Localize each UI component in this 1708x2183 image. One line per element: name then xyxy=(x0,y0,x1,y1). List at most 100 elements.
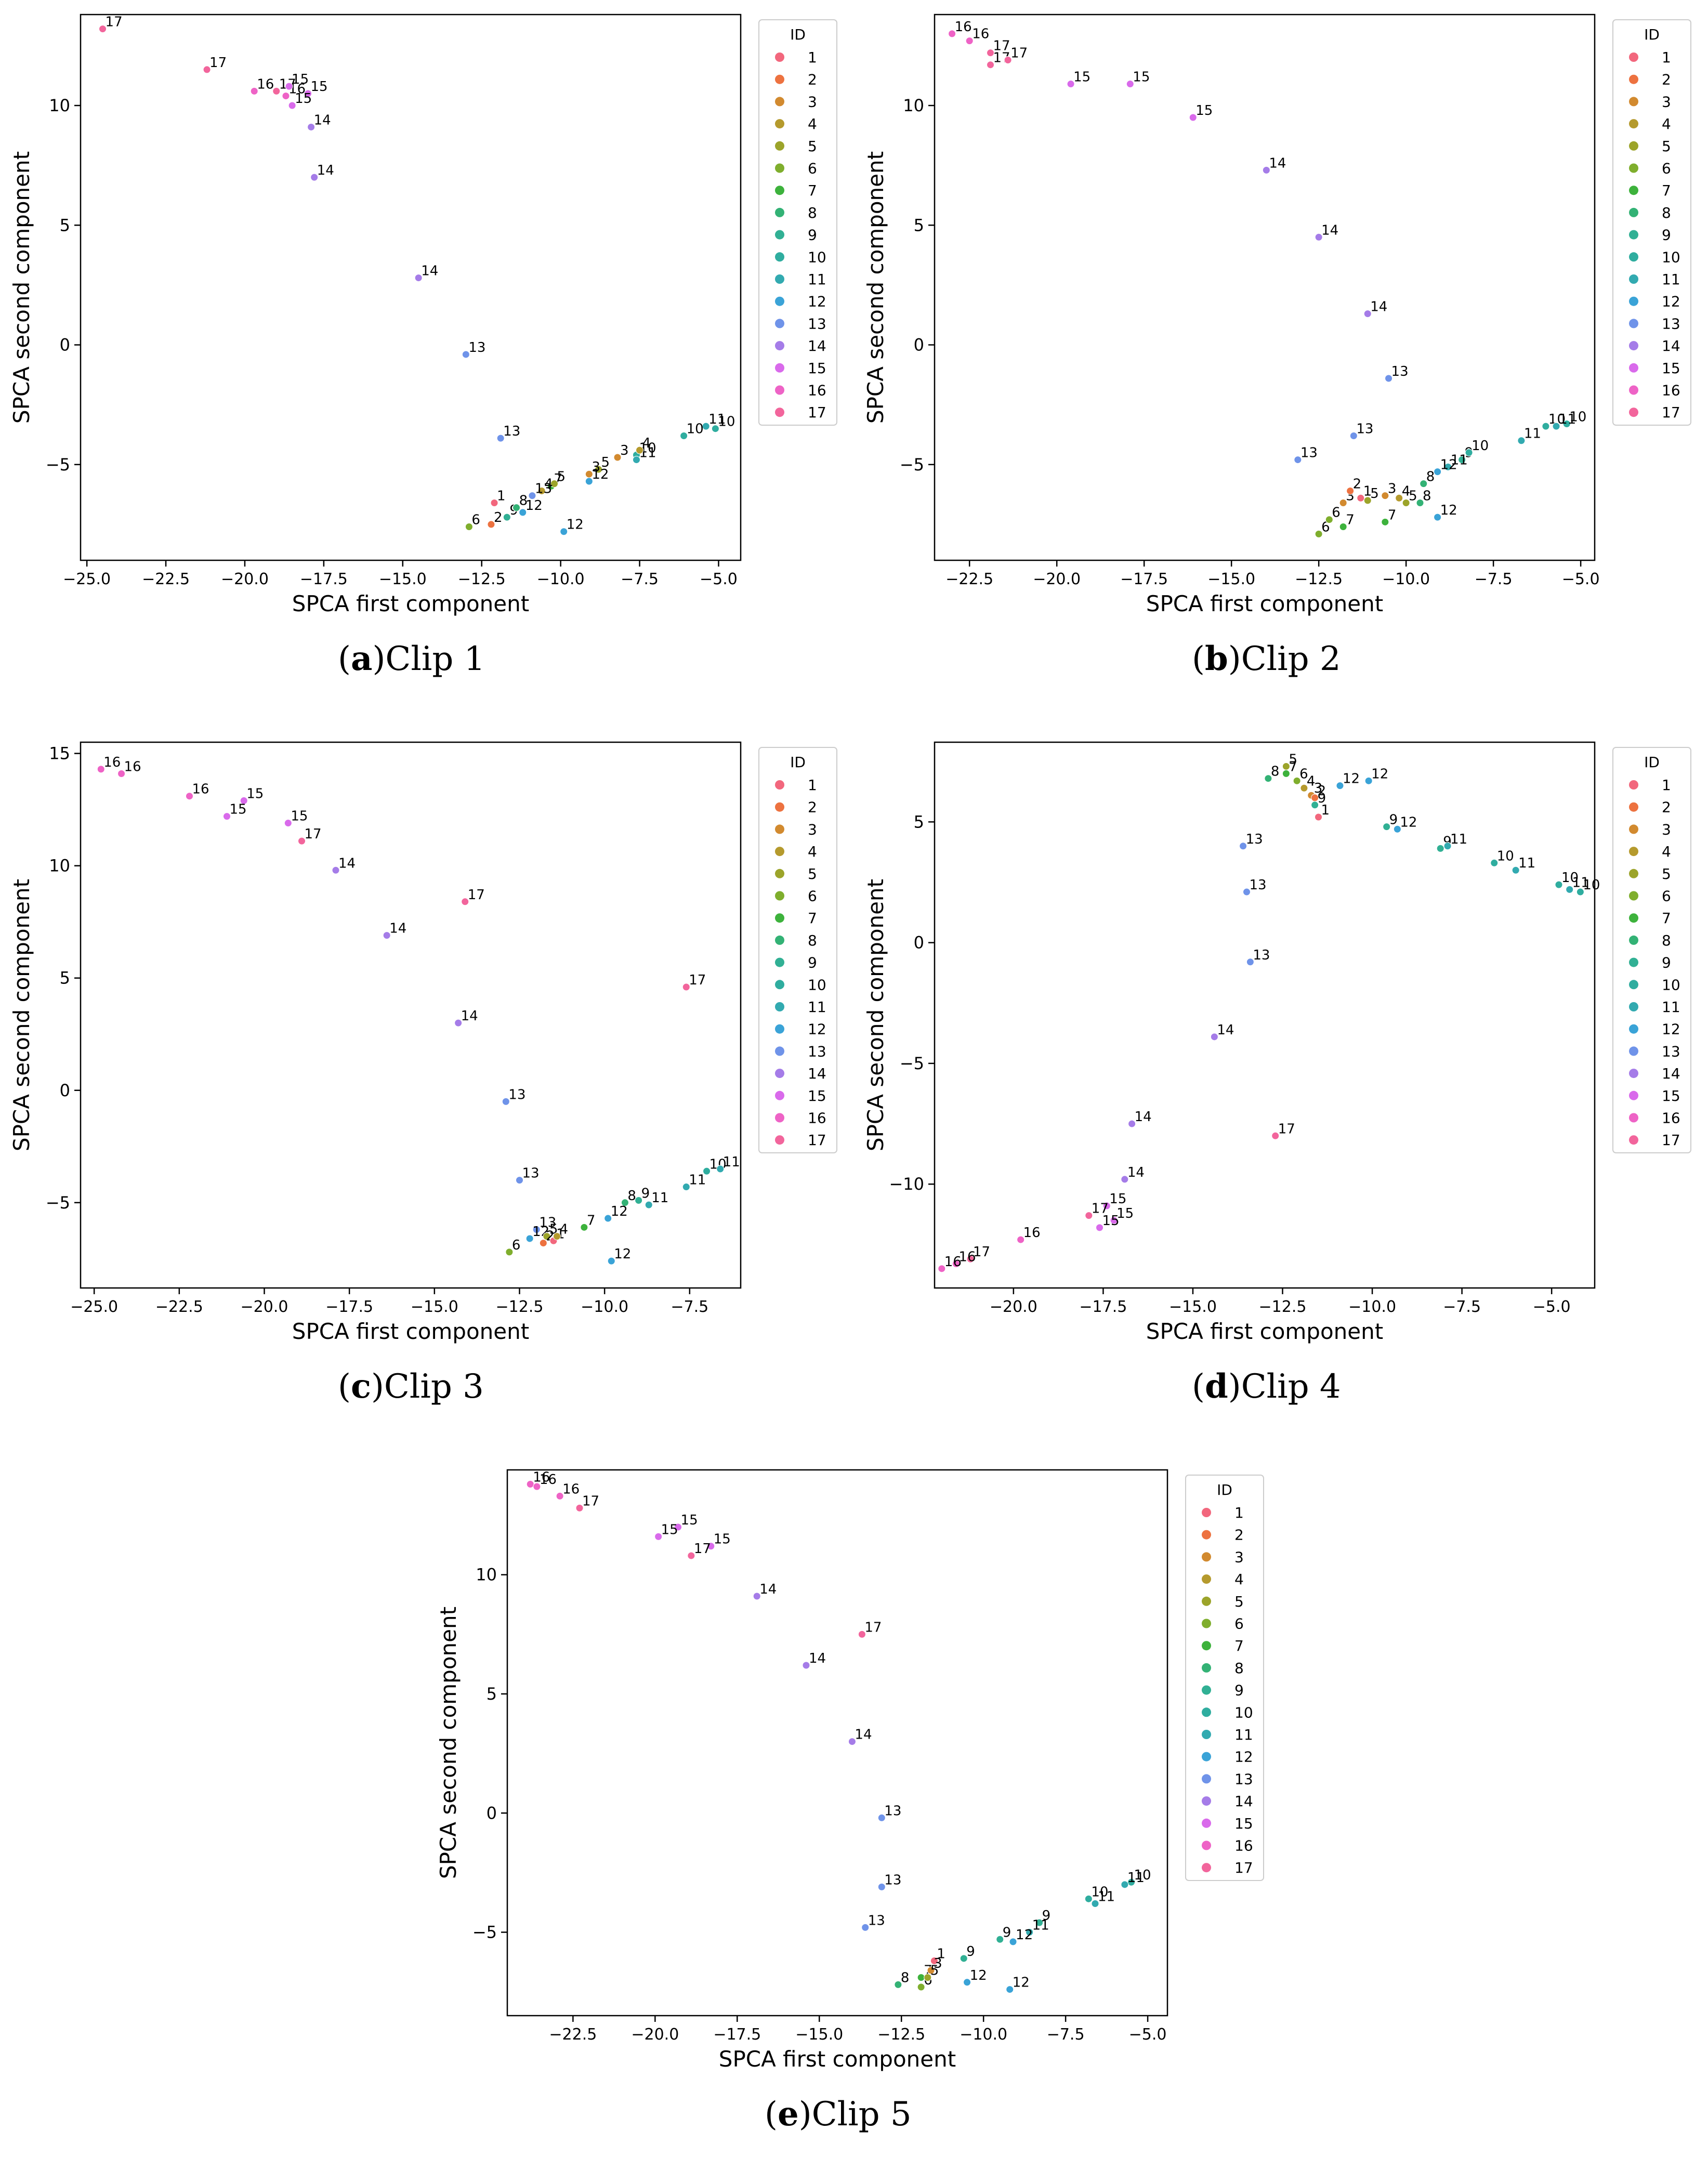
data-point-id-15 xyxy=(1067,80,1075,88)
legend-label: 5 xyxy=(1662,138,1671,155)
data-point-label: 8 xyxy=(627,1188,636,1204)
data-point-label: 12 xyxy=(1440,503,1457,518)
data-point-id-15 xyxy=(1126,80,1134,88)
x-tick-label: −7.5 xyxy=(1047,2026,1085,2044)
data-point-id-9 xyxy=(1458,456,1466,464)
x-tick-label: −10.0 xyxy=(581,1298,628,1316)
legend-marker-2 xyxy=(775,74,784,84)
data-point-id-10 xyxy=(1490,859,1499,867)
data-point-label: 15 xyxy=(292,72,309,87)
legend-label: 1 xyxy=(808,777,817,794)
legend-label: 9 xyxy=(1234,1682,1244,1699)
x-tick-label: −5.0 xyxy=(1129,2026,1167,2044)
data-point-label: 14 xyxy=(338,856,356,871)
data-point-id-14 xyxy=(307,123,316,131)
data-point-id-8 xyxy=(894,1980,902,1989)
data-point-label: 15 xyxy=(1116,1206,1134,1221)
y-tick-label: 0 xyxy=(60,335,70,355)
legend-marker-3 xyxy=(1629,824,1638,834)
legend-label: 11 xyxy=(1662,271,1680,288)
data-point-id-12 xyxy=(1434,513,1442,521)
data-point-id-14 xyxy=(1363,310,1372,318)
data-point-label: 13 xyxy=(508,1087,525,1102)
legend-label: 3 xyxy=(1662,821,1671,838)
data-point-label: 12 xyxy=(525,498,543,514)
data-point-label: 14 xyxy=(1370,299,1387,315)
data-point-id-15 xyxy=(222,812,231,821)
data-point-id-11 xyxy=(1026,1928,1034,1937)
y-tick-label: 5 xyxy=(914,215,924,235)
data-point-label: 14 xyxy=(1135,1109,1152,1125)
data-point-label: 5 xyxy=(1289,752,1297,767)
data-point-label: 12 xyxy=(1013,1975,1030,1991)
data-point-id-15 xyxy=(1110,1216,1118,1225)
data-point-id-13 xyxy=(532,1226,541,1234)
legend-title: ID xyxy=(1644,26,1660,43)
legend-label: 11 xyxy=(1234,1726,1253,1743)
data-point-id-17 xyxy=(1271,1132,1280,1140)
data-point-label: 17 xyxy=(305,826,322,842)
data-point-label: 15 xyxy=(229,802,246,818)
x-tick-label: −12.5 xyxy=(496,1298,544,1316)
data-point-id-16 xyxy=(938,1265,946,1273)
legend-marker-5 xyxy=(775,141,784,151)
legend-label: 4 xyxy=(808,843,817,860)
legend-label: 6 xyxy=(1234,1615,1244,1633)
data-point-id-13 xyxy=(1294,456,1302,464)
x-tick-label: −25.0 xyxy=(70,1298,118,1316)
y-tick-label: 10 xyxy=(903,96,924,115)
data-point-id-12 xyxy=(963,1978,971,1987)
legend-label: 1 xyxy=(1234,1504,1244,1521)
legend-marker-13 xyxy=(775,1046,784,1056)
data-point-id-13 xyxy=(1246,958,1254,966)
data-point-id-12 xyxy=(1336,782,1344,790)
legend-label: 17 xyxy=(1662,404,1680,421)
plot-area xyxy=(80,741,742,1289)
data-point-id-12 xyxy=(1009,1938,1017,1946)
data-point-label: 9 xyxy=(1042,1908,1051,1924)
legend-label: 4 xyxy=(1662,843,1671,860)
legend-marker-5 xyxy=(1629,869,1638,878)
caption-text: Clip 4 xyxy=(1241,1367,1341,1406)
legend-label: 7 xyxy=(808,182,817,199)
data-point-id-11 xyxy=(1512,866,1520,874)
data-point-label: 8 xyxy=(1426,469,1435,485)
data-point-id-15 xyxy=(304,89,312,98)
data-point-id-8 xyxy=(621,1199,629,1207)
data-point-id-15 xyxy=(1096,1224,1103,1232)
legend-label: 13 xyxy=(1662,1043,1680,1060)
data-point-id-11 xyxy=(702,422,710,430)
data-point-id-1 xyxy=(490,498,498,507)
data-point-label: 13 xyxy=(1253,948,1270,963)
legend-marker-3 xyxy=(775,824,784,834)
legend-label: 4 xyxy=(808,115,817,133)
caption-letter: e xyxy=(777,2095,799,2134)
data-point-id-8 xyxy=(1416,498,1424,507)
data-point-label: 14 xyxy=(1269,155,1286,171)
data-point-label: 16 xyxy=(192,782,209,797)
data-point-label: 17 xyxy=(864,1620,882,1635)
x-tick-label: −7.5 xyxy=(1443,1298,1481,1316)
data-point-label: 17 xyxy=(694,1541,711,1557)
data-point-label: 13 xyxy=(539,1215,556,1231)
data-point-id-14 xyxy=(802,1661,810,1669)
data-point-id-11 xyxy=(1552,422,1560,430)
data-point-label: 16 xyxy=(257,76,274,92)
data-point-label: 10 xyxy=(718,414,735,430)
legend-label: 4 xyxy=(1662,115,1671,133)
data-point-label: 12 xyxy=(1440,457,1457,473)
legend-marker-13 xyxy=(1629,1046,1638,1056)
data-point-id-17 xyxy=(461,898,469,906)
data-point-label: 9 xyxy=(966,1944,975,1960)
legend-label: 1 xyxy=(808,49,817,66)
data-point-id-5 xyxy=(595,465,603,474)
data-point-label: 13 xyxy=(503,424,520,439)
data-point-id-15 xyxy=(284,819,292,827)
caption-letter: b xyxy=(1204,639,1228,678)
data-point-id-12 xyxy=(604,1214,612,1222)
panel-caption: (c)Clip 3 xyxy=(338,1367,484,1406)
x-tick-label: −17.5 xyxy=(713,2026,761,2044)
data-point-id-15 xyxy=(707,1542,715,1550)
legend-marker-7 xyxy=(1629,913,1638,923)
legend-marker-2 xyxy=(1629,74,1638,84)
